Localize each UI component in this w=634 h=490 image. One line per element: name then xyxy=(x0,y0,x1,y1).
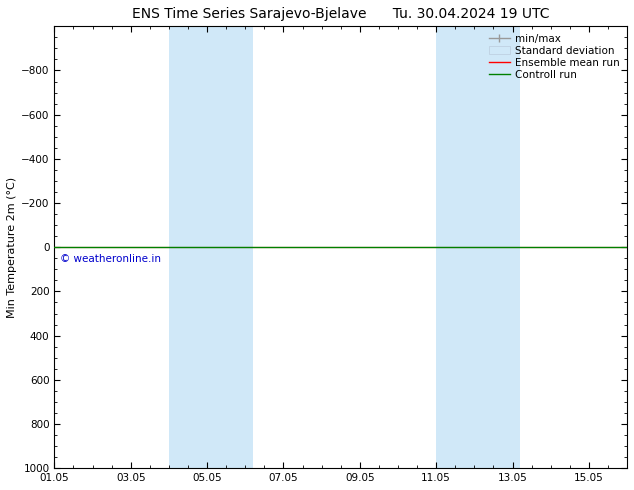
Bar xyxy=(169,26,253,468)
Text: © weatheronline.in: © weatheronline.in xyxy=(60,254,161,264)
Title: ENS Time Series Sarajevo-Bjelave      Tu. 30.04.2024 19 UTC: ENS Time Series Sarajevo-Bjelave Tu. 30.… xyxy=(132,7,550,21)
Bar xyxy=(436,26,520,468)
Y-axis label: Min Temperature 2m (°C): Min Temperature 2m (°C) xyxy=(7,177,17,318)
Legend: min/max, Standard deviation, Ensemble mean run, Controll run: min/max, Standard deviation, Ensemble me… xyxy=(487,31,622,82)
